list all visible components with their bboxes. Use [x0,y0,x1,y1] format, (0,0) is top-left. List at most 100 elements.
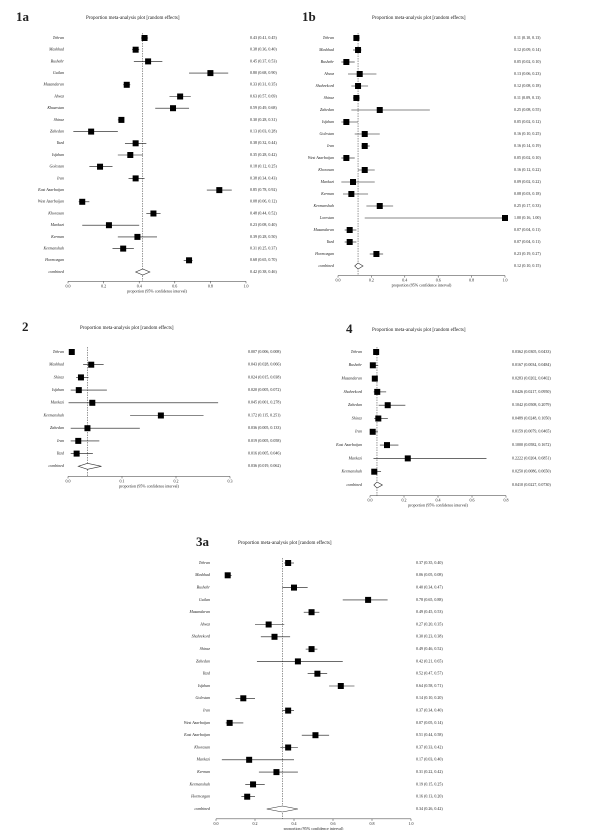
category-label: combined [346,482,363,487]
estimate-square [265,621,272,628]
estimate-square [127,152,134,158]
category-label: combined [318,263,335,268]
x-tick-label: 0.2 [253,821,258,826]
x-tick-label: 1.0 [503,278,508,283]
estimate-square [118,116,125,123]
category-label: Lorestan [319,215,334,220]
value-label: 0.0426 (0.0217, 0.0950) [512,389,551,395]
category-label: combined [194,806,211,811]
x-tick-label: 0.8 [469,278,474,283]
estimate-square [88,128,95,135]
estimate-square [294,658,301,665]
estimate-square [170,105,177,112]
estimate-square [105,222,112,229]
value-label: 1.00 (0.16, 1.00) [514,215,541,221]
category-label: Khorasan [317,167,334,172]
category-label: Tehran [351,349,362,354]
estimate-square [177,93,184,100]
category-label: Golestan [196,695,210,700]
category-label: Bushehr [321,59,335,64]
value-label: 0.0159 (0.0079, 0.0465) [512,429,551,435]
panel-label: 3a [196,534,210,549]
estimate-square [141,35,148,41]
value-label: 0.38 (0.36, 0.40) [250,47,277,53]
x-tick-label: 0.0 [368,498,373,503]
category-label: Isfahan [51,387,64,392]
value-label: 0.0410 (0.0227, 0.0730) [512,482,551,488]
category-label: Shahrekord [192,634,211,639]
category-label: Khuzestan [46,105,64,110]
value-label: 0.0283 (0.0202, 0.0402) [512,376,551,382]
panel-label: 2 [22,319,29,334]
value-label: 0.16 (0.13, 0.20) [416,794,443,800]
value-label: 0.39 (0.28, 0.50) [250,234,277,240]
category-label: Hormozgan [190,794,210,799]
value-label: 0.51 (0.44, 0.58) [416,732,443,738]
estimate-square [132,175,139,182]
estimate-square [348,191,355,197]
category-label: West Azarbaijan [308,155,334,160]
category-label: East Azarbaijan [183,732,210,737]
category-label: Guilan [199,597,210,602]
x-tick-label: 0.2 [402,498,407,503]
estimate-square [224,572,231,579]
x-tick-label: 0.6 [470,498,475,503]
value-label: 0.019 (0.005, 0.058) [248,438,281,444]
value-label: 0.37 (0.34, 0.40) [416,708,443,714]
value-label: 0.30 (0.23, 0.38) [416,634,443,640]
estimate-square [186,257,193,264]
category-label: Iran [202,708,210,713]
value-label: 0.020 (0.005, 0.072) [248,387,281,393]
value-label: 0.85 (0.78, 0.92) [250,187,277,193]
value-label: 0.25 (0.08, 0.55) [514,107,541,113]
x-tick-label: 0.2 [101,283,106,288]
value-label: 0.07 (0.04, 0.11) [514,227,541,233]
category-label: Tehran [323,35,334,40]
x-tick-label: 0.0 [66,283,71,288]
value-label: 0.78 (0.65, 0.88) [416,597,443,603]
estimate-square [150,210,157,217]
value-label: 0.12 (0.08, 0.18) [514,83,541,89]
estimate-square [343,119,350,125]
value-label: 0.024 (0.015, 0.038) [248,374,281,380]
value-label: 0.52 (0.47, 0.57) [416,671,443,677]
estimate-square [285,744,292,751]
category-label: Zahedan [348,402,362,407]
category-label: Bushehr [349,362,363,367]
estimate-square [75,437,82,444]
value-label: 0.1042 (0.0508, 0.2079) [512,402,551,408]
estimate-square [343,155,350,161]
value-label: 0.13 (0.03, 0.28) [250,129,277,135]
x-axis-label: proportion (95% confidence interval) [119,483,179,488]
category-label: Kermanshah [341,469,362,474]
value-label: 0.07 (0.05, 0.14) [416,720,443,726]
value-label: 0.007 (0.006, 0.008) [248,349,281,355]
estimate-square [314,670,321,677]
category-label: Tehran [53,35,64,40]
estimate-square [226,719,233,726]
category-label: Guilan [53,70,64,75]
x-axis-label: proportion (95% confidence interval) [284,826,344,830]
category-label: East Azarbaijan [37,187,64,192]
estimate-square [250,781,257,788]
category-label: Kerman [320,191,334,196]
category-label: Markazi [196,757,210,762]
category-label: Zahedan [50,129,64,134]
estimate-square [384,402,391,409]
estimate-square [157,412,164,419]
category-label: Kermanshah [43,246,64,251]
category-label: Zahedan [196,658,210,663]
value-label: 0.05 (0.02, 0.10) [514,59,541,65]
category-label: combined [48,269,65,274]
value-label: 0.16 (0.14, 0.19) [514,143,541,149]
value-label: 0.06 (0.05, 0.08) [416,572,443,578]
x-axis-label: proportion (95% confidence interval) [127,288,187,293]
estimate-square [285,707,292,714]
category-label: Kermanshah [189,781,210,786]
value-label: 0.172 (0.115, 0.251) [248,412,281,418]
value-label: 0.35 (0.28, 0.42) [250,152,277,158]
estimate-square [373,251,380,257]
category-label: Zahedan [50,425,64,430]
estimate-square [350,179,357,185]
value-label: 0.17 (0.03, 0.40) [416,757,443,763]
